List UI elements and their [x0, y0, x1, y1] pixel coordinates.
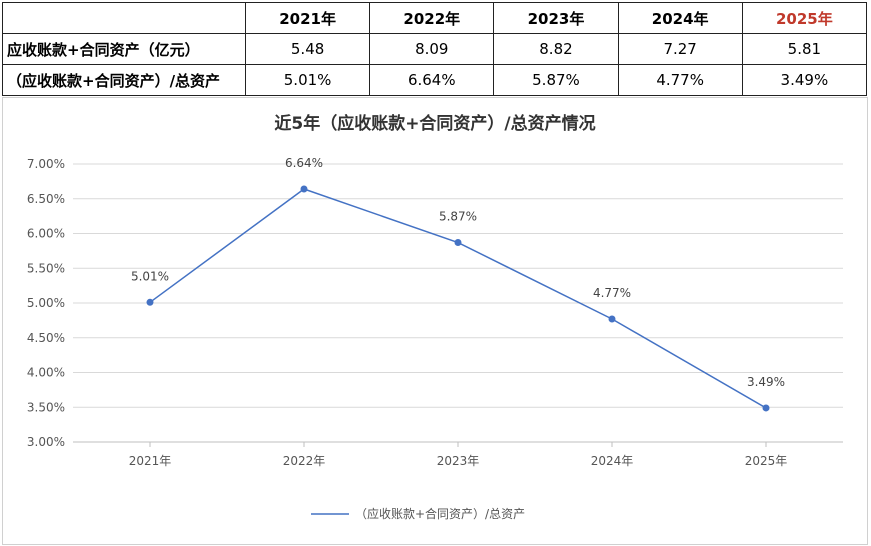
y-tick-label: 7.00%	[27, 157, 65, 171]
data-point	[762, 404, 770, 412]
year-header-highlighted: 2025年	[741, 2, 868, 34]
table-corner-cell	[2, 2, 246, 34]
label-layer: 5.01% 6.64% 5.87% 4.77% 3.49%	[131, 156, 785, 389]
legend: （应收账款+合同资产）/总资产	[311, 506, 525, 521]
table-cell: 8.09	[369, 33, 495, 65]
y-tick-label: 6.50%	[27, 192, 65, 206]
data-label: 5.87%	[439, 210, 477, 224]
row-label: （应收账款+合同资产）/总资产	[2, 64, 246, 96]
year-header: 2021年	[244, 2, 371, 34]
table-cell: 7.27	[617, 33, 743, 65]
data-label: 5.01%	[131, 269, 169, 283]
table-cell: 5.01%	[244, 64, 371, 96]
legend-label: （应收账款+合同资产）/总资产	[355, 506, 525, 521]
x-tick-label: 2023年	[437, 454, 480, 468]
y-tick-label: 4.00%	[27, 366, 65, 380]
x-tick-label: 2022年	[283, 454, 326, 468]
table-header-row: 2021年 2022年 2023年 2024年 2025年	[2, 2, 868, 34]
x-tick-label: 2021年	[129, 454, 172, 468]
table-cell: 5.48	[244, 33, 371, 65]
y-tick-label: 3.00%	[27, 435, 65, 449]
x-tick-label: 2025年	[745, 454, 788, 468]
data-label: 4.77%	[593, 286, 631, 300]
table-cell: 5.87%	[493, 64, 619, 96]
data-point	[454, 239, 462, 247]
table-row: 应收账款+合同资产（亿元） 5.48 8.09 8.82 7.27 5.81	[2, 33, 868, 65]
year-header: 2024年	[617, 2, 743, 34]
table-row: （应收账款+合同资产）/总资产 5.01% 6.64% 5.87% 4.77% …	[2, 64, 868, 96]
y-tick-label: 4.50%	[27, 331, 65, 345]
chart-title: 近5年（应收账款+合同资产）/总资产情况	[274, 113, 595, 134]
y-tick-label: 5.50%	[27, 261, 65, 275]
x-tick-label: 2024年	[591, 454, 634, 468]
table-cell: 5.81	[741, 33, 868, 65]
axis-layer: 3.00% 3.50% 4.00% 4.50% 5.00% 5.50% 6.00% 6.50%…	[27, 157, 843, 468]
row-label: 应收账款+合同资产（亿元）	[2, 33, 246, 65]
chart-frame: 近5年（应收账款+合同资产）/总资产情况 3.00% 3.50% 4.00% 4.50…	[2, 97, 868, 545]
line-chart: 近5年（应收账款+合同资产）/总资产情况 3.00% 3.50% 4.00% 4.50…	[27, 113, 843, 521]
data-label: 3.49%	[747, 375, 785, 389]
table-cell: 8.82	[493, 33, 619, 65]
y-tick-label: 3.50%	[27, 400, 65, 414]
y-tick-label: 6.00%	[27, 227, 65, 241]
data-label: 6.64%	[285, 156, 323, 170]
table-cell: 6.64%	[369, 64, 495, 96]
data-point	[608, 315, 616, 323]
table-cell: 4.77%	[617, 64, 743, 96]
y-tick-label: 5.00%	[27, 296, 65, 310]
data-table: 2021年 2022年 2023年 2024年 2025年 应收账款+合同资产（…	[2, 2, 868, 96]
table-cell: 3.49%	[741, 64, 868, 96]
data-point	[300, 185, 308, 193]
series-layer	[146, 185, 770, 412]
year-header: 2023年	[493, 2, 619, 34]
data-point	[146, 298, 154, 306]
year-header: 2022年	[369, 2, 495, 34]
grid-layer	[73, 163, 843, 408]
